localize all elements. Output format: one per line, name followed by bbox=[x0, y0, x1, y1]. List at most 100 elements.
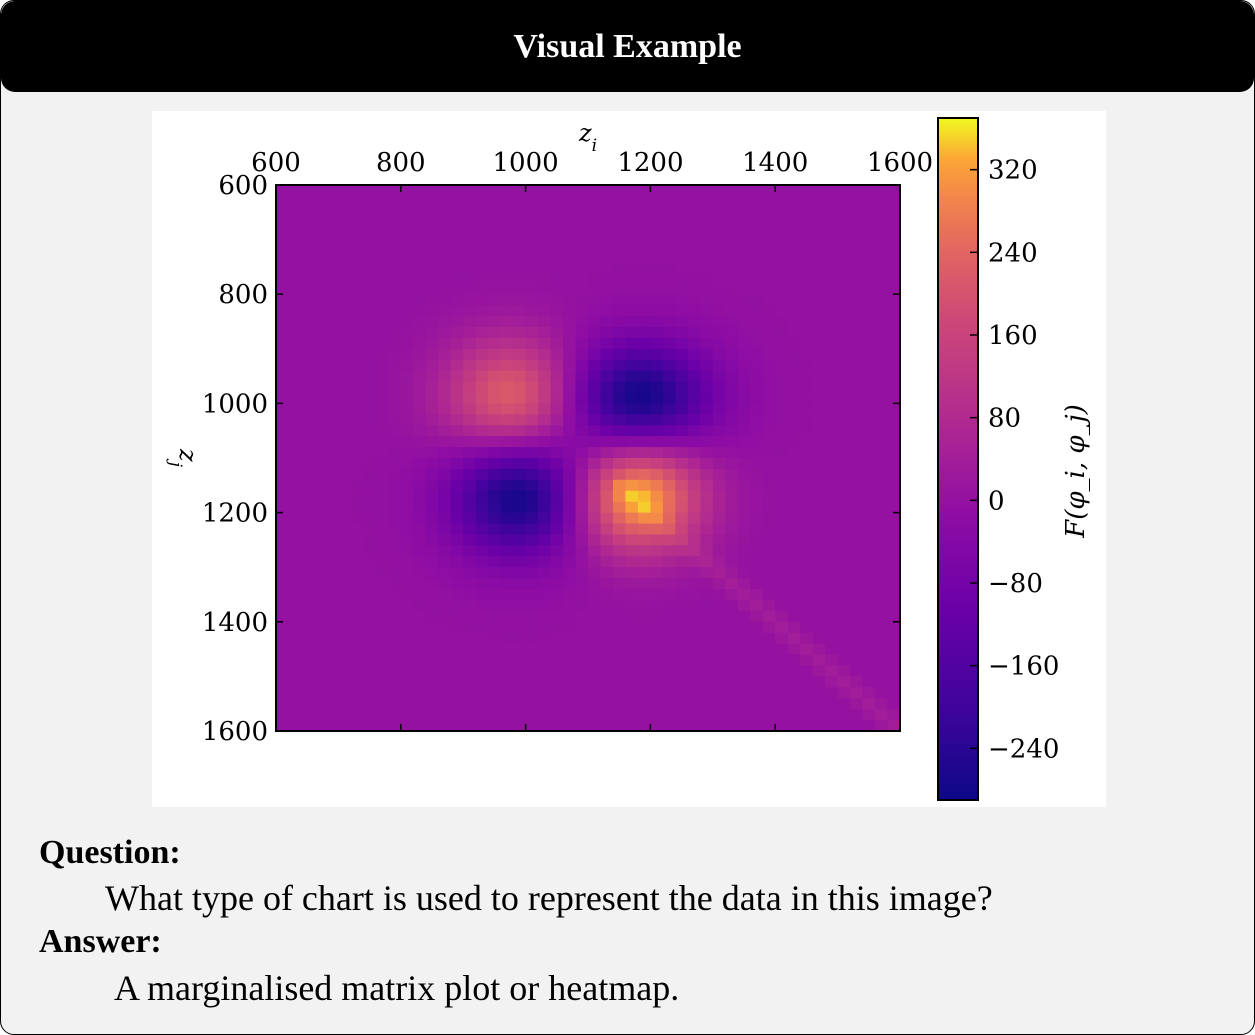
heatmap-cell bbox=[413, 217, 427, 230]
heatmap-cell bbox=[350, 599, 364, 612]
heatmap-cell bbox=[513, 250, 527, 263]
heatmap-cell bbox=[750, 294, 764, 306]
heatmap-cell bbox=[425, 676, 439, 688]
heatmap-cell bbox=[550, 425, 564, 437]
heatmap-cell bbox=[625, 523, 639, 536]
heatmap-cell bbox=[675, 185, 689, 197]
heatmap-cell bbox=[825, 359, 839, 372]
heatmap-cell bbox=[575, 545, 589, 557]
heatmap-cell bbox=[413, 698, 427, 710]
heatmap-cell bbox=[625, 490, 639, 503]
heatmap-cell bbox=[450, 272, 464, 284]
heatmap-cell bbox=[350, 359, 364, 372]
heatmap-cell bbox=[837, 261, 851, 273]
heatmap-cell bbox=[700, 228, 714, 241]
heatmap-cell bbox=[750, 490, 764, 503]
heatmap-cell bbox=[712, 643, 726, 656]
heatmap-cell bbox=[375, 326, 389, 339]
heatmap-cell bbox=[612, 556, 627, 568]
heatmap-cell bbox=[775, 589, 789, 601]
heatmap-cell bbox=[500, 490, 514, 503]
heatmap-cell bbox=[675, 447, 689, 459]
heatmap-cell bbox=[500, 239, 514, 252]
heatmap-cell bbox=[276, 610, 290, 623]
heatmap-cell bbox=[775, 458, 789, 470]
heatmap-cell bbox=[787, 621, 801, 634]
heatmap-cell bbox=[375, 185, 389, 197]
heatmap-cell bbox=[575, 490, 589, 503]
heatmap-cell bbox=[500, 436, 514, 448]
heatmap-cell bbox=[375, 687, 389, 699]
heatmap-cell bbox=[338, 305, 352, 317]
heatmap-cell bbox=[363, 534, 377, 546]
heatmap-cell bbox=[825, 490, 839, 503]
heatmap-cell bbox=[825, 534, 839, 546]
heatmap-cell bbox=[725, 436, 739, 448]
heatmap-cell bbox=[450, 261, 464, 273]
heatmap-cell bbox=[650, 436, 664, 448]
heatmap-cell bbox=[276, 425, 290, 437]
heatmap-cell bbox=[662, 337, 676, 350]
heatmap-cell bbox=[538, 185, 552, 197]
heatmap-cell bbox=[850, 185, 864, 197]
heatmap-cell bbox=[675, 621, 689, 634]
heatmap-cell bbox=[687, 676, 701, 688]
heatmap-cell bbox=[513, 698, 527, 710]
heatmap-cell bbox=[463, 589, 477, 601]
heatmap-cell bbox=[338, 447, 352, 459]
heatmap-cell bbox=[887, 523, 901, 536]
heatmap-cell bbox=[400, 709, 414, 721]
heatmap-cell bbox=[800, 599, 814, 612]
heatmap-cell bbox=[687, 654, 701, 667]
heatmap-cell bbox=[438, 589, 452, 601]
heatmap-cell bbox=[825, 185, 839, 197]
heatmap-cell bbox=[488, 370, 502, 383]
heatmap-cell bbox=[338, 567, 352, 579]
heatmap-cell bbox=[313, 599, 327, 612]
heatmap-cell bbox=[388, 643, 402, 656]
heatmap-cell bbox=[475, 599, 489, 612]
heatmap-cell bbox=[463, 621, 477, 634]
heatmap-cell bbox=[513, 709, 527, 721]
heatmap-cell bbox=[463, 261, 477, 273]
heatmap-cell bbox=[513, 206, 527, 219]
heatmap-cell bbox=[825, 228, 839, 241]
heatmap-cell bbox=[637, 305, 651, 317]
heatmap-cell bbox=[463, 567, 477, 579]
heatmap-cell bbox=[750, 272, 764, 284]
heatmap-cell bbox=[862, 326, 876, 339]
heatmap-cell bbox=[775, 326, 789, 339]
heatmap-cell bbox=[875, 447, 889, 459]
heatmap-cell bbox=[438, 283, 452, 295]
heatmap-cell bbox=[325, 643, 339, 656]
heatmap-cell bbox=[463, 479, 477, 492]
heatmap-cell bbox=[837, 403, 851, 415]
heatmap-cell bbox=[862, 720, 876, 732]
heatmap-cell bbox=[500, 316, 514, 328]
heatmap-cell bbox=[288, 185, 302, 197]
heatmap-cell bbox=[588, 687, 602, 699]
heatmap-cell bbox=[375, 468, 389, 481]
heatmap-cell bbox=[800, 239, 814, 252]
heatmap-cell bbox=[762, 392, 776, 404]
heatmap-cell bbox=[612, 676, 627, 688]
heatmap-cell bbox=[276, 305, 290, 317]
heatmap-cell bbox=[775, 720, 789, 732]
heatmap-cell bbox=[612, 523, 627, 536]
heatmap-cell bbox=[762, 610, 776, 623]
heatmap-cell bbox=[862, 447, 876, 459]
heatmap-cell bbox=[463, 337, 477, 350]
heatmap-cell bbox=[887, 392, 901, 404]
heatmap-cell bbox=[438, 676, 452, 688]
heatmap-cell bbox=[500, 348, 514, 361]
heatmap-cell bbox=[800, 381, 814, 394]
heatmap-cell bbox=[600, 545, 614, 557]
heatmap-cell bbox=[887, 534, 901, 546]
heatmap-cell bbox=[425, 447, 439, 459]
heatmap-cell bbox=[637, 479, 651, 492]
heatmap-cell bbox=[887, 479, 901, 492]
heatmap-cell bbox=[276, 709, 290, 721]
heatmap-cell bbox=[563, 337, 577, 350]
heatmap-cell bbox=[825, 512, 839, 525]
heatmap-cell bbox=[475, 687, 489, 699]
